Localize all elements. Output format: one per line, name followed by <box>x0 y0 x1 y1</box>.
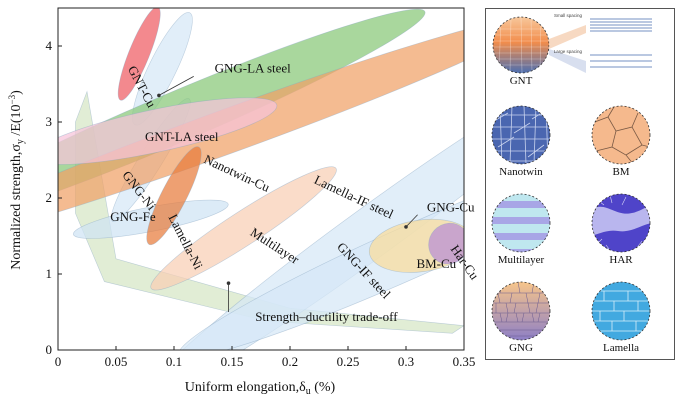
x-tick-label-0.35: 0.35 <box>453 354 476 369</box>
x-tick-label-0.25: 0.25 <box>337 354 360 369</box>
nanotwin-microstructure-icon <box>491 105 551 165</box>
y-tick-label-4: 4 <box>46 38 53 53</box>
x-tick-label-0.05: 0.05 <box>105 354 128 369</box>
label-gnt-la-steel: GNT-LA steel <box>145 129 219 144</box>
gnt-microstructure-icon: Small spacing Large spacing <box>492 13 652 74</box>
multilayer-microstructure-icon <box>491 193 551 253</box>
label-gng-fe: GNG-Fe <box>110 209 156 224</box>
ticks-layer: 0 0.05 0.1 0.15 0.2 0.25 0.3 0.35 0 1 2 3 4 <box>46 38 476 369</box>
microstructure-legend-panel: Small spacing Large spacing <box>485 8 675 360</box>
region-gnt-la-steel <box>58 97 278 165</box>
legend-caption-lamella: Lamella <box>602 342 640 354</box>
label-multilayer: Multilayer <box>248 224 303 267</box>
label-gng-cu: GNG-Cu <box>427 200 475 215</box>
region-multilayer <box>150 166 337 291</box>
label-gng-la-steel: GNG-LA steel <box>215 61 292 76</box>
label-nanotwin-cu: Nanotwin-Cu <box>202 151 273 195</box>
x-tick-label-0.2: 0.2 <box>282 354 298 369</box>
regions-layer <box>58 8 464 350</box>
region-lamella-ni <box>146 146 202 246</box>
legend-caption-multilayer: Multilayer <box>497 254 545 266</box>
legend-caption-gng: GNG <box>509 342 533 354</box>
legend-caption-nanotwin: Nanotwin <box>499 166 543 178</box>
legend-caption-bm: BM <box>612 166 630 178</box>
bm-microstructure-icon <box>591 105 651 165</box>
y-tick-label-1: 1 <box>46 266 53 281</box>
x-tick-label-0.15: 0.15 <box>221 354 244 369</box>
annotation-arrow-0 <box>158 76 194 96</box>
x-tick-label-0.1: 0.1 <box>166 354 182 369</box>
legend-caption-gnt: GNT <box>509 75 533 87</box>
annotation-arrow-head-0 <box>157 93 161 98</box>
plot-frame <box>57 7 465 351</box>
x-axis-title: Uniform elongation,δu (%) <box>185 380 336 397</box>
gng-microstructure-icon <box>491 281 551 341</box>
small-spacing-label: Small spacing <box>554 13 583 18</box>
large-spacing-label: Large spacing <box>554 49 583 54</box>
label-strength-ductility-trade-off: Strength–ductility trade-off <box>255 309 398 324</box>
annotation-arrow-1 <box>405 214 418 228</box>
y-tick-label-2: 2 <box>46 190 53 205</box>
label-bm-cu: BM-Cu <box>416 256 456 271</box>
y-axis-title: Normalized strength,σy /E(10−3) <box>7 90 26 270</box>
x-tick-label-0.3: 0.3 <box>398 354 414 369</box>
legend-svg: Small spacing Large spacing <box>491 13 652 341</box>
region-gnt-cu <box>117 8 161 101</box>
annotation-arrow-head-1 <box>404 225 408 229</box>
lamella-microstructure-icon <box>591 281 651 341</box>
annotation-arrow-head-2 <box>226 281 231 285</box>
legend-caption-har: HAR <box>609 254 633 266</box>
x-tick-label-0: 0 <box>55 354 62 369</box>
y-tick-label-0: 0 <box>46 342 53 357</box>
har-microstructure-icon <box>591 193 651 253</box>
y-tick-label-3: 3 <box>46 114 53 129</box>
arrows-layer <box>157 76 418 312</box>
